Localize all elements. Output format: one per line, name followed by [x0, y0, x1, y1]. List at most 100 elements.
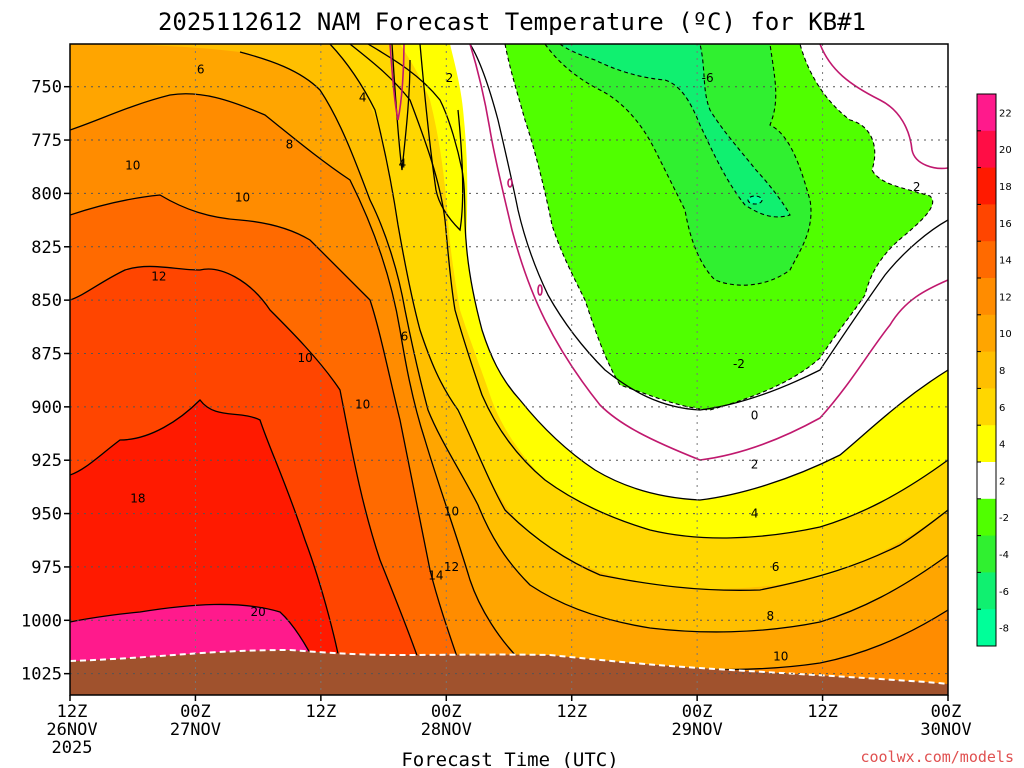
- isotherm-6: [349, 44, 948, 539]
- isotherm-0-top: [819, 44, 948, 170]
- y-tick-label-1: 775: [31, 131, 62, 151]
- colorbar-swatch-2: [977, 167, 996, 205]
- isotherm-m8: [747, 195, 763, 205]
- y-tick-label-0: 750: [31, 78, 62, 98]
- y-tick-label-9: 975: [31, 558, 62, 578]
- y-tick-label-8: 950: [31, 505, 62, 525]
- contour-label-3: 4: [359, 90, 367, 104]
- isotherm-0-blob-a: [507, 178, 513, 188]
- colorbar-swatch-14: [977, 609, 996, 647]
- colorbar-label-0: 22: [999, 108, 1012, 119]
- terrain-edge: [70, 648, 948, 685]
- contour-label-13: 10: [355, 398, 370, 412]
- contour-label-6: 10: [125, 159, 140, 173]
- x-tick-label-1-line2: 27NOV: [170, 720, 221, 740]
- isotherm-m6: [559, 44, 791, 218]
- x-tick-label-4-line1: 12Z: [556, 702, 587, 722]
- contour-label-15: 2: [751, 457, 759, 471]
- x-tick-label-0-line1: 12Z: [57, 702, 88, 722]
- contour-label-18: 4: [751, 507, 759, 521]
- contour-label-9: 12: [151, 270, 166, 284]
- colorbar-swatch-5: [977, 278, 996, 316]
- colorbar-label-6: 10: [999, 329, 1012, 340]
- isotherm-lobe-a: [419, 44, 464, 232]
- contour-label-5: 4: [399, 157, 407, 171]
- terrain-surface: [70, 650, 948, 695]
- colorbar: 22 20 18 16 14 12 10 8 6 4 2 -2 -4 -6 -8: [976, 93, 1012, 647]
- y-tick-label-6: 900: [31, 398, 62, 418]
- contour-label-7: 10: [235, 191, 250, 205]
- colorbar-label-1: 20: [999, 145, 1012, 156]
- isotherm-0-blob-b: [537, 284, 543, 296]
- colorbar-swatch-9: [977, 425, 996, 463]
- colorbar-swatch-3: [977, 204, 996, 242]
- x-tick-label-2-line1: 12Z: [305, 702, 336, 722]
- isotherm-0-spike: [389, 44, 405, 121]
- colorbar-label-9: 4: [999, 440, 1005, 451]
- contour-label-16: 18: [130, 492, 145, 506]
- fill-t2-blob-b: [942, 44, 948, 76]
- colorbar-label-12: -4: [999, 550, 1009, 561]
- colorbar-swatch-1: [977, 130, 996, 169]
- x-tick-label-3-line1: 00Z: [431, 702, 462, 722]
- y-tick-label-7: 925: [31, 451, 62, 471]
- isotherm-4-spike: [391, 44, 411, 171]
- colorbar-label-14: -8: [999, 624, 1009, 635]
- colorbar-swatch-4: [977, 241, 996, 279]
- fill-tm8: [748, 196, 762, 204]
- isotherm-10: [239, 51, 948, 633]
- y-axis: 750 775 800 825 850 875 900 925 950 975 1000 1025: [21, 78, 70, 685]
- colorbar-label-2: 18: [999, 182, 1012, 193]
- colorbar-swatch-0: [977, 94, 996, 132]
- fill-t2-sliver: [495, 278, 502, 338]
- colorbar-label-4: 14: [999, 256, 1012, 267]
- chart-title: 2025112612 NAM Forecast Temperature (ºC)…: [158, 8, 866, 36]
- colorbar-swatch-11: [977, 498, 996, 537]
- colorbar-label-5: 12: [999, 292, 1012, 303]
- colorbar-swatch-13: [977, 572, 996, 610]
- colorbar-label-11: -2: [999, 513, 1009, 524]
- contour-label-22: 20: [251, 605, 266, 619]
- contour-label-23: 8: [766, 609, 774, 623]
- contour-label-10: 6: [401, 329, 409, 343]
- isotherm-20: [70, 603, 331, 695]
- colorbar-label-8: 6: [999, 403, 1005, 414]
- colorbar-label-13: -6: [999, 587, 1009, 598]
- fill-tm6: [560, 44, 790, 217]
- y-tick-label-2: 800: [31, 184, 62, 204]
- contour-label-24: 10: [773, 650, 788, 664]
- contour-label-8: 2: [913, 180, 921, 194]
- x-tick-label-7-line2: 30NOV: [920, 720, 971, 740]
- x-tick-label-5-line1: 00Z: [682, 702, 713, 722]
- colorbar-label-7: 8: [999, 366, 1005, 377]
- colorbar-swatch-7: [977, 351, 996, 389]
- credit-text: coolwx.com/models: [860, 748, 1014, 766]
- isotherm-2: [469, 44, 948, 411]
- isotherm-8: [329, 44, 948, 591]
- colorbar-frame: [976, 93, 997, 647]
- y-tick-label-4: 850: [31, 291, 62, 311]
- contour-label-1: 2: [446, 71, 454, 85]
- isotherm-4: [367, 44, 948, 501]
- x-tick-label-5-line2: 29NOV: [672, 720, 723, 740]
- contour-label-4: 8: [286, 137, 294, 151]
- isotherm-0: [469, 44, 948, 461]
- contour-label-2: -6: [702, 71, 714, 85]
- colorbar-swatch-8: [977, 388, 996, 426]
- y-tick-label-5: 875: [31, 344, 62, 364]
- fill-t2-blob-a: [867, 44, 894, 76]
- x-axis-label: Forecast Time (UTC): [401, 749, 618, 768]
- isotherm-18: [70, 399, 346, 695]
- fill-tm4: [545, 44, 811, 286]
- contour-label-19: 12: [444, 560, 459, 574]
- contour-label-11: 10: [298, 351, 313, 365]
- dashed-contours: [504, 44, 933, 411]
- contour-label-17: 10: [444, 504, 459, 518]
- colorbar-swatch-12: [977, 535, 996, 573]
- x-tick-label-0-line2: 26NOV: [46, 720, 97, 740]
- colorbar-label-10: 2: [999, 476, 1005, 487]
